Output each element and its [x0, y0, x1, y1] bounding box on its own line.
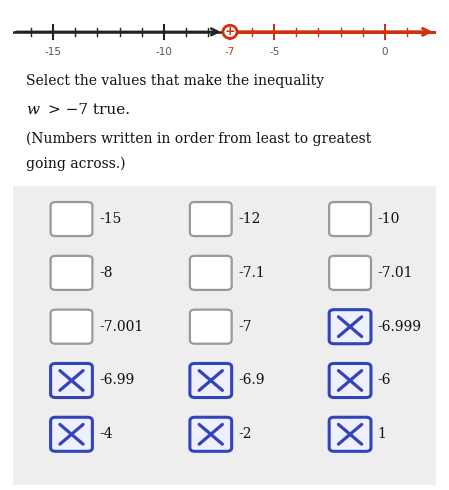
FancyBboxPatch shape: [190, 417, 232, 451]
FancyBboxPatch shape: [190, 202, 232, 236]
Text: -6.9: -6.9: [238, 373, 265, 388]
FancyBboxPatch shape: [329, 417, 371, 451]
Text: -15: -15: [45, 47, 62, 57]
Text: -6: -6: [378, 373, 391, 388]
Text: -10: -10: [378, 212, 400, 226]
FancyBboxPatch shape: [51, 364, 92, 397]
Text: -7: -7: [225, 47, 235, 57]
Text: 1: 1: [378, 427, 387, 441]
Text: 0: 0: [382, 47, 388, 57]
FancyBboxPatch shape: [51, 310, 92, 343]
FancyBboxPatch shape: [190, 310, 232, 343]
FancyBboxPatch shape: [51, 202, 92, 236]
Text: -4: -4: [99, 427, 113, 441]
Text: -6.999: -6.999: [378, 319, 422, 334]
Text: -5: -5: [269, 47, 279, 57]
Text: -7: -7: [238, 319, 252, 334]
Text: -12: -12: [238, 212, 261, 226]
Text: w: w: [26, 103, 40, 117]
FancyBboxPatch shape: [51, 256, 92, 290]
Text: -15: -15: [99, 212, 122, 226]
Text: -7.001: -7.001: [99, 319, 143, 334]
FancyBboxPatch shape: [190, 364, 232, 397]
Text: -2: -2: [238, 427, 252, 441]
FancyBboxPatch shape: [329, 310, 371, 343]
Text: -8: -8: [99, 266, 113, 280]
Text: -6.99: -6.99: [99, 373, 134, 388]
FancyBboxPatch shape: [51, 417, 92, 451]
FancyBboxPatch shape: [329, 364, 371, 397]
Text: Select the values that make the inequality: Select the values that make the inequali…: [26, 74, 324, 88]
Text: going across.): going across.): [26, 157, 126, 172]
Text: -10: -10: [155, 47, 172, 57]
Text: -7.1: -7.1: [238, 266, 265, 280]
Text: > −7 true.: > −7 true.: [48, 103, 130, 117]
Text: -7.01: -7.01: [378, 266, 413, 280]
FancyBboxPatch shape: [329, 256, 371, 290]
Text: (Numbers written in order from least to greatest: (Numbers written in order from least to …: [26, 131, 372, 146]
Text: +: +: [224, 25, 235, 38]
FancyBboxPatch shape: [9, 183, 440, 488]
Circle shape: [223, 25, 237, 38]
FancyBboxPatch shape: [329, 202, 371, 236]
FancyBboxPatch shape: [190, 256, 232, 290]
